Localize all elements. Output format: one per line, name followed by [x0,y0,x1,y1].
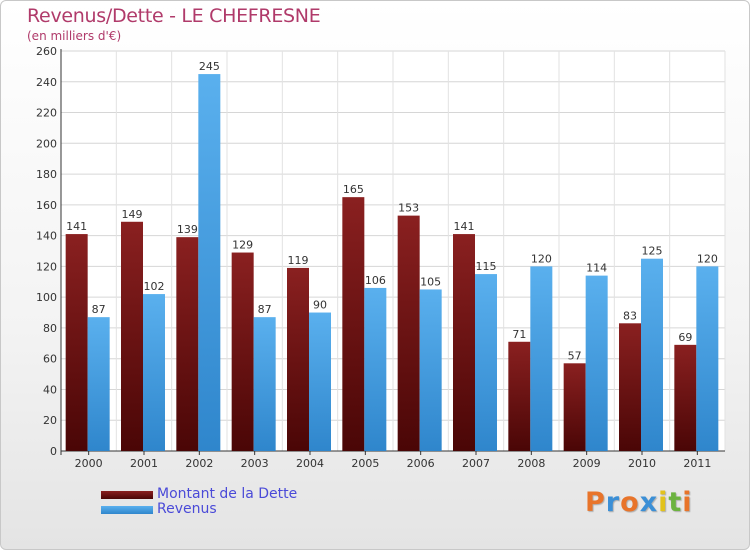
data-label: 153 [398,202,419,215]
data-label: 90 [313,299,327,312]
data-label: 129 [232,239,253,252]
bar-dette [508,341,531,451]
data-label: 141 [66,220,87,233]
bar-dette [397,215,420,451]
bar-dette [563,363,586,451]
bar-revenus [253,317,276,451]
bar-revenus [198,74,221,452]
chart-title: Revenus/Dette - LE CHEFRESNE [27,5,321,27]
x-tick-label: 2004 [296,457,324,470]
bar-dette [231,252,254,451]
bar-revenus [419,289,442,451]
data-label: 120 [531,252,552,265]
y-tick-label: 20 [43,414,57,427]
bar-dette [342,197,365,451]
grid-layer [60,49,726,455]
y-tick-label: 120 [36,260,57,273]
x-tick-label: 2011 [683,457,711,470]
legend-swatch-dette [101,491,153,499]
data-label: 106 [365,274,386,287]
logo-letter: o [620,487,640,518]
logo-letter: t [668,487,683,518]
bar-revenus [641,258,663,451]
x-tick-label: 2003 [241,457,269,470]
logo-letter: P [585,487,606,518]
legend-label-dette: Montant de la Dette [157,486,298,502]
bar-revenus [530,266,553,451]
data-label: 83 [623,309,637,322]
y-tick-label: 200 [36,137,57,150]
bar-revenus [475,274,497,451]
x-tick-label: 2002 [185,457,213,470]
logo-letter: i [682,487,693,518]
y-tick-label: 240 [36,76,57,89]
bar-revenus [585,275,608,451]
x-tick-label: 2007 [462,457,490,470]
data-label: 114 [586,262,607,275]
legend-label-revenus: Revenus [157,501,217,517]
x-tick-label: 2001 [130,457,158,470]
data-label: 149 [122,208,143,221]
y-tick-label: 100 [36,291,57,304]
logo-letter: r [605,487,621,518]
data-label: 245 [199,60,220,73]
logo-letter: x [639,487,659,518]
data-label: 119 [288,254,309,267]
bar-dette [287,267,309,451]
data-label: 165 [343,183,364,196]
bar-revenus [143,294,165,451]
y-tick-label: 140 [36,230,57,243]
data-label: 125 [642,245,663,258]
x-tick-label: 2008 [517,457,545,470]
logo-letter: i [658,487,669,518]
data-label: 141 [454,220,475,233]
bar-dette [176,237,199,451]
bar-revenus [87,317,110,451]
bar-revenus [309,312,331,451]
bar-revenus [696,266,719,451]
y-tick-label: 80 [43,322,57,335]
y-tick-label: 260 [36,45,57,58]
y-tick-label: 40 [43,383,57,396]
data-label: 69 [678,331,692,344]
data-label: 87 [258,303,272,316]
bars-layer [65,74,719,452]
chart-subtitle: (en milliers d'€) [27,29,122,43]
data-label: 115 [476,260,497,273]
x-tick-label: 2010 [628,457,656,470]
data-label: 105 [420,275,441,288]
data-label: 120 [697,252,718,265]
y-tick-label: 60 [43,353,57,366]
y-tick-label: 180 [36,168,57,181]
bar-dette [65,234,88,451]
x-tick-label: 2000 [75,457,103,470]
x-tick-label: 2006 [407,457,435,470]
proxiti-logo: Proxiti [585,487,693,518]
y-tick-label: 220 [36,107,57,120]
bar-dette [674,344,697,451]
data-label: 71 [512,328,526,341]
legend-swatch-revenus [101,506,153,514]
bar-dette [453,234,475,451]
data-label: 102 [144,280,165,293]
y-tick-label: 0 [50,445,57,458]
labels-layer: 0 20 40 60 80 100 120 140 160 180 200 220 240 260 141 8… [36,45,718,470]
y-tick-label: 160 [36,199,57,212]
bar-dette [121,221,143,451]
bar-dette [619,323,641,451]
data-label: 57 [568,349,582,362]
data-label: 139 [177,223,198,236]
x-tick-label: 2005 [351,457,379,470]
x-tick-label: 2009 [573,457,601,470]
bar-revenus [364,287,387,451]
data-label: 87 [92,303,106,316]
